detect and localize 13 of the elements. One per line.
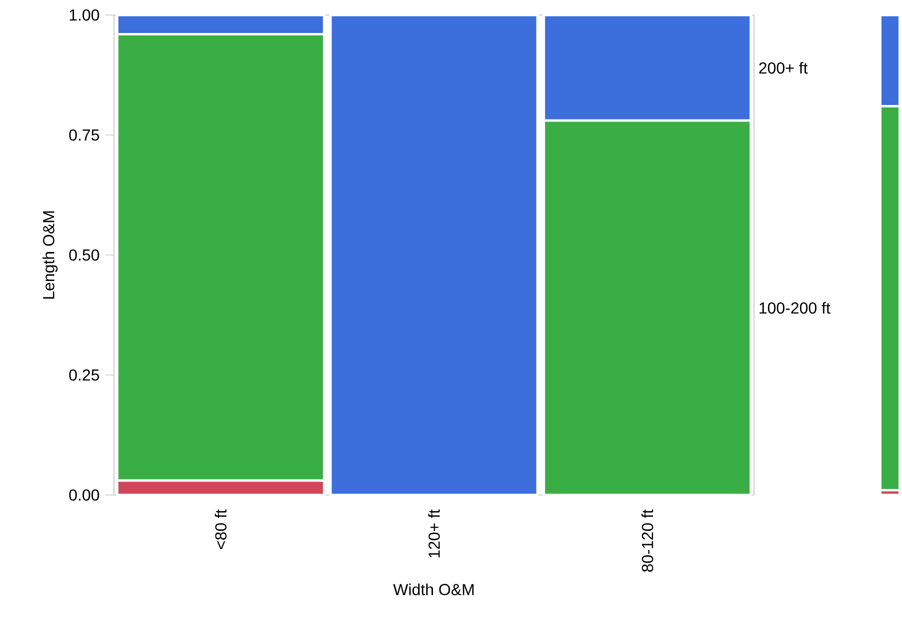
x-tick-label: <80 ft <box>214 509 227 549</box>
y-axis-title: Length O&M <box>42 211 58 299</box>
series-label: 200+ ft <box>759 62 808 74</box>
y-tick-label: 0.75 <box>69 129 100 141</box>
bar <box>329 14 539 496</box>
x-tick-label: 120+ ft <box>428 509 440 558</box>
x-axis-title: Width O&M <box>393 583 474 596</box>
y-tick-label: 0.00 <box>69 489 100 501</box>
y-tick-label: 1.00 <box>70 9 100 21</box>
series-label: 100-200 ft <box>760 302 830 314</box>
y-tick-label: 0.50 <box>69 249 100 261</box>
x-tick-label: 80-120 ft <box>641 509 654 572</box>
y-tick-label: 0.25 <box>69 369 100 381</box>
